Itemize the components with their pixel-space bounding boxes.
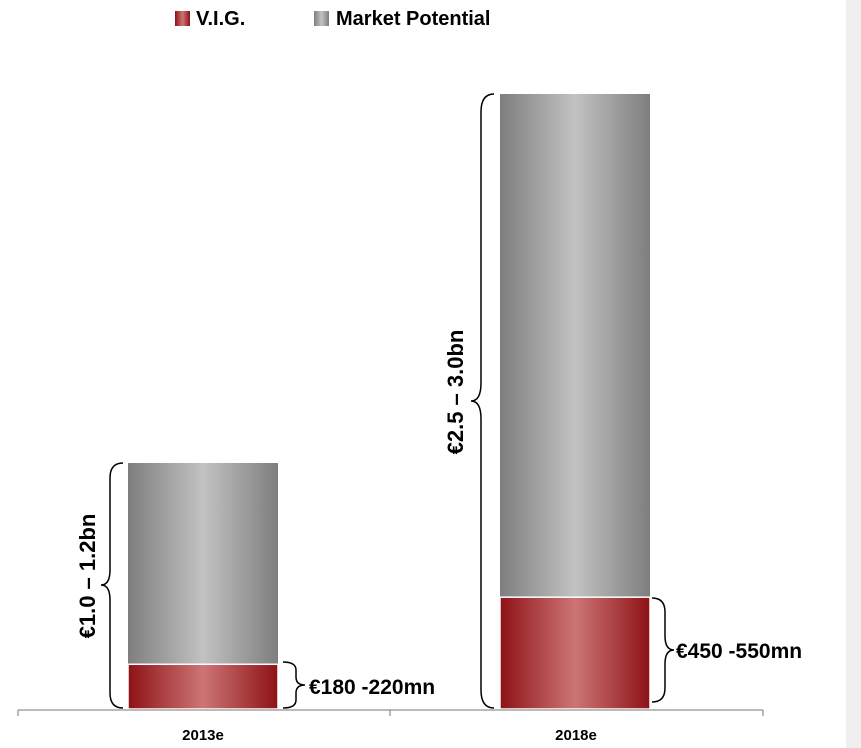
annotation-vig-2018e: €450 -550mn <box>676 640 802 663</box>
brace-total-2013e <box>100 462 124 709</box>
x-axis: 2013e 2018e <box>17 709 764 744</box>
bars <box>127 94 651 710</box>
annotations: €1.0 – 1.2bn €180 -220mn €2.5 – 3.0bn €4… <box>75 330 802 699</box>
brace-vig-2013e <box>282 661 306 709</box>
braces <box>100 93 675 709</box>
bar-vig-2018e <box>499 596 651 710</box>
annotation-total-2013e: €1.0 – 1.2bn <box>75 514 100 639</box>
brace-total-2018e <box>470 93 495 709</box>
annotation-total-2018e: €2.5 – 3.0bn <box>443 330 468 455</box>
bar-market-potential-2018e <box>500 94 650 598</box>
brace-vig-2018e <box>651 597 675 703</box>
legend-label-market-potential: Market Potential <box>336 8 490 30</box>
legend: V.I.G. Market Potential <box>175 8 490 30</box>
legend-swatch-market-potential <box>314 11 329 26</box>
x-tick-label-2013e: 2013e <box>182 727 224 744</box>
legend-swatch-vig <box>175 11 190 26</box>
side-panel <box>846 0 861 748</box>
bar-market-potential-2013e <box>128 463 278 665</box>
bar-vig-2013e <box>127 663 279 710</box>
annotation-vig-2013e: €180 -220mn <box>309 676 435 699</box>
x-tick-label-2018e: 2018e <box>555 727 597 744</box>
legend-label-vig: V.I.G. <box>196 8 245 30</box>
